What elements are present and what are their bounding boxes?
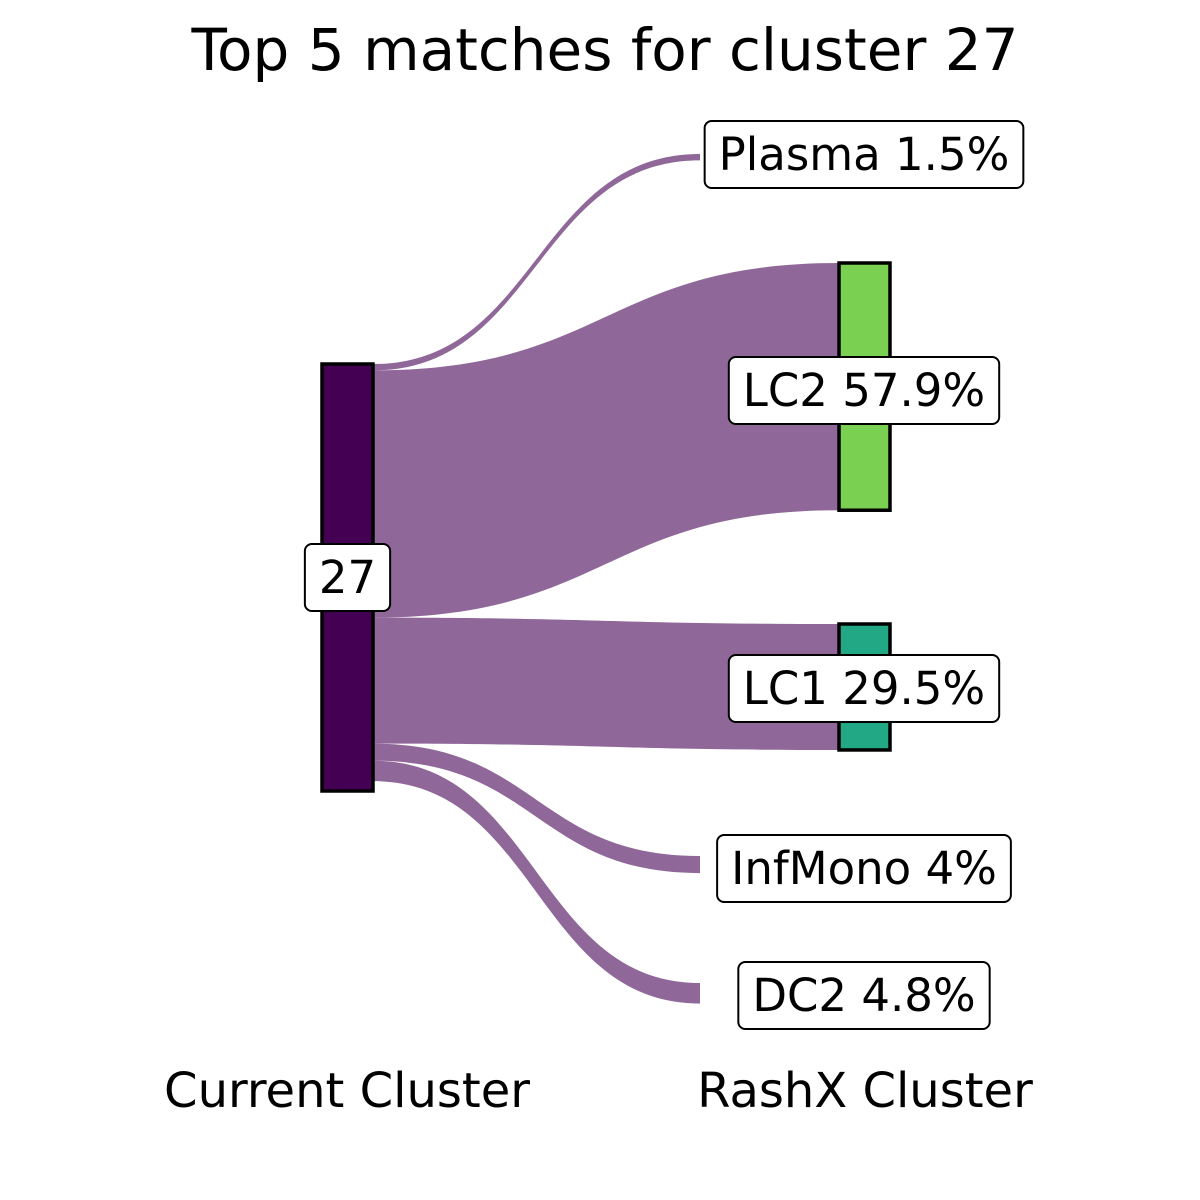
node-label-source-27-text: 27: [319, 551, 376, 604]
links-group: [373, 154, 839, 1004]
node-label-dc2-box: [737, 961, 991, 1030]
node-label-source-27-box: [303, 543, 392, 612]
axis-label-current-cluster: Current Cluster: [164, 1063, 530, 1119]
node-label-lc2-box: [727, 356, 1001, 425]
link-dc2: [373, 760, 700, 1004]
node-label-dc2: DC2 4.8%: [737, 961, 991, 1030]
link-lc2: [373, 263, 839, 618]
node-label-lc1-text: LC1 29.5%: [743, 662, 985, 715]
node-label-lc1-box: [727, 654, 1001, 723]
node-label-plasma-box: [703, 120, 1025, 189]
chart-title: Top 5 matches for cluster 27: [190, 16, 1018, 84]
axis-label-rashx-cluster: RashX Cluster: [697, 1063, 1033, 1119]
node-label-infmono-box: [716, 834, 1012, 903]
node-label-infmono: InfMono 4%: [716, 834, 1012, 903]
labels-group: 27 Plasma 1.5% LC2 57.9% LC1 29.5% InfMono 4…: [303, 120, 1025, 1030]
link-plasma: [373, 154, 700, 371]
node-label-plasma-text: Plasma 1.5%: [719, 128, 1010, 181]
node-label-infmono-text: InfMono 4%: [731, 842, 997, 895]
node-label-dc2-text: DC2 4.8%: [752, 969, 975, 1022]
node-label-source-27: 27: [303, 543, 392, 612]
node-label-lc2-text: LC2 57.9%: [743, 364, 985, 417]
node-label-plasma: Plasma 1.5%: [703, 120, 1025, 189]
link-infmono: [373, 743, 700, 874]
node-label-lc1: LC1 29.5%: [727, 654, 1001, 723]
node-label-lc2: LC2 57.9%: [727, 356, 1001, 425]
link-lc1: [373, 617, 839, 750]
